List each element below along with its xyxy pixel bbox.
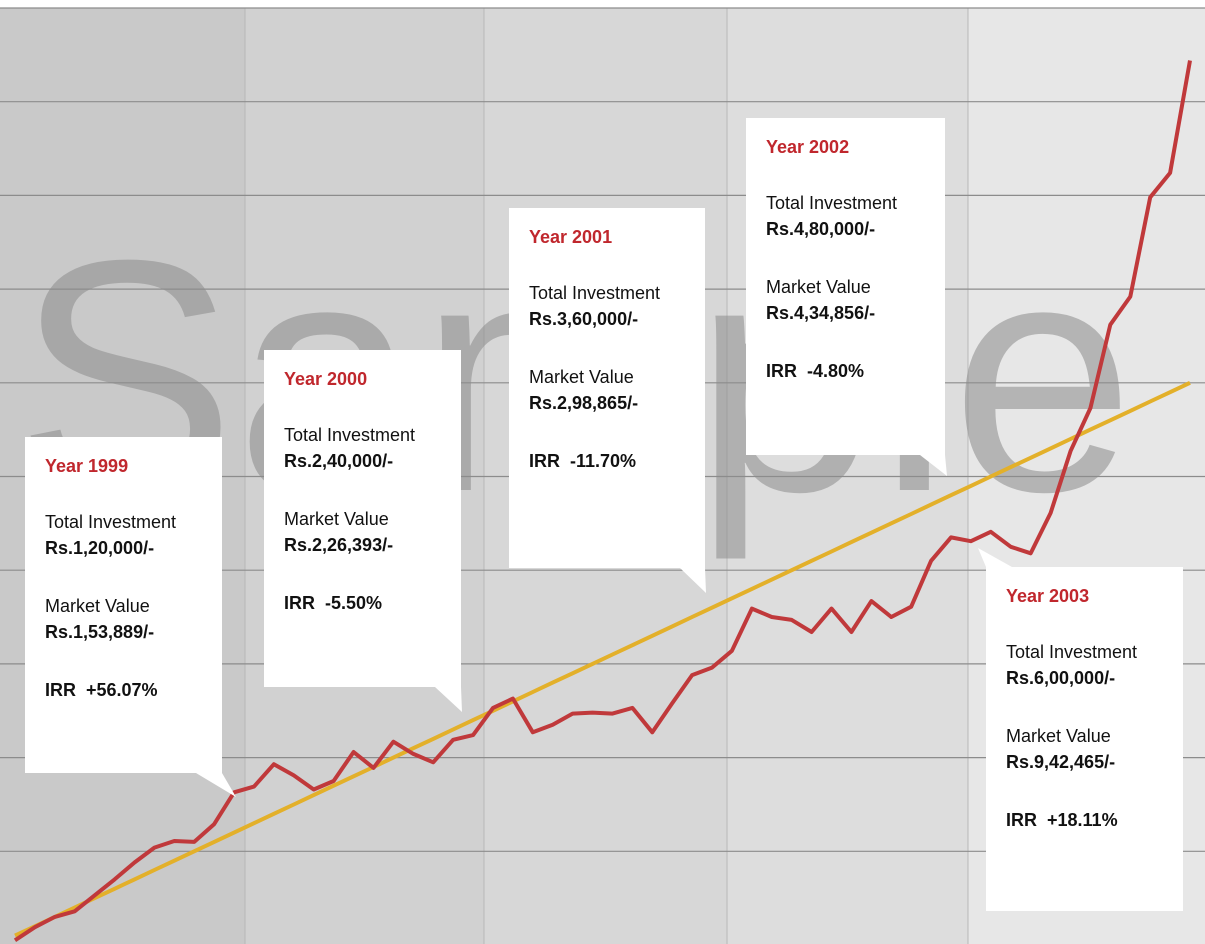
investment-label: Total Investment <box>45 512 177 532</box>
market-label: Market Value <box>529 367 634 387</box>
investment-value: Rs.1,20,000/- <box>45 538 155 558</box>
investment-label: Total Investment <box>529 283 661 303</box>
market-value: Rs.1,53,889/- <box>45 622 155 642</box>
callout-title: Year 2001 <box>529 227 613 247</box>
callout-tail <box>978 548 1012 567</box>
investment-value: Rs.6,00,000/- <box>1006 668 1116 688</box>
investment-value: Rs.3,60,000/- <box>529 309 639 329</box>
callout: Year 2003 Total Investment Rs.6,00,000/- Ma… <box>986 567 1183 911</box>
callout-tail <box>196 773 236 797</box>
market-label: Market Value <box>284 509 389 529</box>
callout: Year 2002 Total Investment Rs.4,80,000/- Ma… <box>746 118 945 455</box>
callout: Year 1999 Total Investment Rs.1,20,000/- Ma… <box>25 437 222 773</box>
callout: Year 2000 Total Investment Rs.2,40,000/- Ma… <box>264 350 461 687</box>
investment-label: Total Investment <box>766 193 898 213</box>
irr: IRR +56.07% <box>45 680 158 700</box>
series-line <box>14 380 1191 938</box>
investment-value: Rs.4,80,000/- <box>766 219 876 239</box>
callout-tail <box>435 687 462 712</box>
callout-title: Year 1999 <box>45 456 129 476</box>
market-value: Rs.9,42,465/- <box>1006 752 1116 772</box>
market-value: Rs.2,98,865/- <box>529 393 639 413</box>
callout-tail <box>920 455 947 476</box>
callout-tail <box>680 568 706 593</box>
market-value: Rs.2,26,393/- <box>284 535 394 555</box>
investment-value: Rs.2,40,000/- <box>284 451 394 471</box>
investment-label: Total Investment <box>1006 642 1138 662</box>
irr: IRR -5.50% <box>284 593 383 613</box>
irr: IRR -11.70% <box>529 451 637 471</box>
callout: Year 2001 Total Investment Rs.3,60,000/- Ma… <box>509 208 705 568</box>
callout-title: Year 2002 <box>766 137 850 157</box>
callout-title: Year 2003 <box>1006 586 1090 606</box>
market-value: Rs.4,34,856/- <box>766 303 876 323</box>
market-label: Market Value <box>766 277 871 297</box>
irr: IRR -4.80% <box>766 361 865 381</box>
callout-title: Year 2000 <box>284 369 368 389</box>
market-label: Market Value <box>45 596 150 616</box>
market-label: Market Value <box>1006 726 1111 746</box>
irr: IRR +18.11% <box>1006 810 1118 830</box>
investment-label: Total Investment <box>284 425 416 445</box>
series-line <box>13 60 1192 942</box>
